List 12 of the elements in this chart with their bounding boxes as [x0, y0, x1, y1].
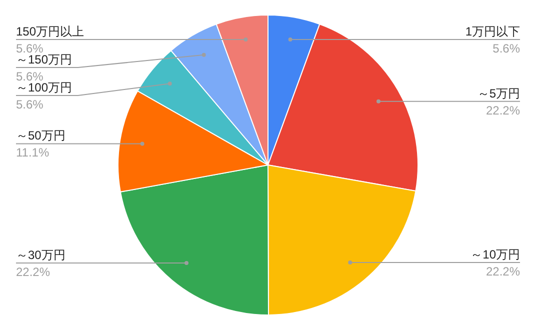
slice-label: ～5万円 — [477, 86, 520, 100]
data-label: 5.6% — [16, 97, 44, 112]
data-label: 11.1% — [16, 146, 50, 160]
data-label: 22.2% — [486, 103, 520, 118]
data-label: 22.2% — [16, 265, 50, 280]
slice-label: ～50万円 — [16, 128, 66, 143]
data-label: 5.6% — [492, 41, 520, 56]
slice-label: ～30万円 — [16, 248, 66, 262]
data-label: 22.2% — [486, 264, 520, 279]
slice-label: ～10万円 — [470, 248, 520, 262]
slice-label: 150万円以上 — [16, 24, 84, 38]
slice-label: 1万円以下 — [465, 24, 520, 38]
